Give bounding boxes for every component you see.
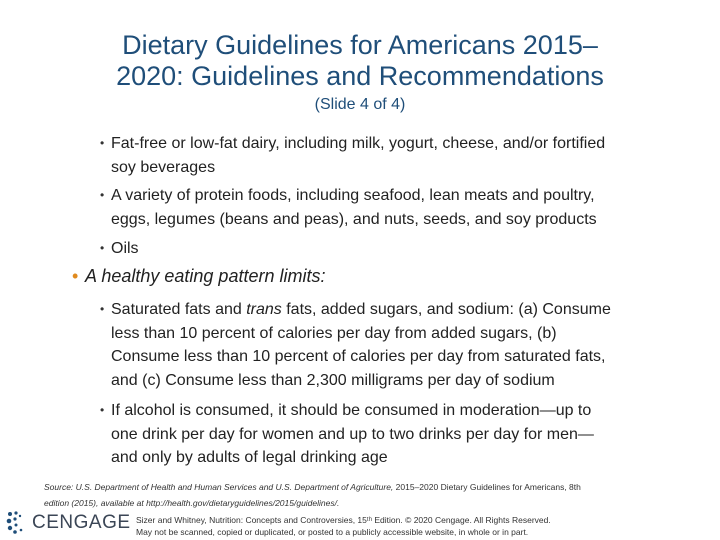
bullet-text-line: Oils (111, 240, 139, 257)
bullet-text-line: and only by adults of legal drinking age (111, 449, 388, 466)
bullet-text-line: less than 10 percent of calories per day… (111, 324, 557, 342)
bullet-limits-heading: • A healthy eating pattern limits: (72, 265, 685, 288)
bullet-dairy: • Fat-free or low-fat dairy, including m… (100, 132, 691, 179)
footer-line: May not be scanned, copied or duplicated… (136, 527, 529, 537)
bullet-text-line: one drink per day for women and up to tw… (111, 425, 594, 443)
footer-line: Sizer and Whitney, Nutrition: Concepts a… (136, 515, 551, 525)
bullet-dot-icon: • (100, 302, 105, 316)
bullet-text-line: If alcohol is consumed, it should be con… (111, 402, 592, 419)
bullet-text-line: Saturated fats and trans fats, added sug… (111, 298, 691, 322)
bullet-dot-icon: • (100, 188, 105, 202)
source-line: Source: U.S. Department of Health and Hu… (44, 479, 684, 495)
cengage-mark-icon (6, 511, 23, 534)
bullet-oils: • Oils (100, 237, 691, 261)
text-run: Saturated fats and (111, 301, 247, 318)
source-text: Source: U.S. Department of Health and Hu… (44, 482, 394, 492)
source-citation: Source: U.S. Department of Health and Hu… (44, 479, 684, 511)
bullet-text-line: A variety of protein foods, including se… (111, 187, 595, 204)
slide-title: Dietary Guidelines for Americans 2015– 2… (0, 30, 720, 92)
cengage-logo: CENGAGE (6, 508, 131, 538)
bullet-protein: • A variety of protein foods, including … (100, 184, 691, 231)
slide-subtitle: (Slide 4 of 4) (314, 96, 406, 113)
copyright-footer: Sizer and Whitney, Nutrition: Concepts a… (136, 514, 696, 538)
bullet-alcohol: • If alcohol is consumed, it should be c… (100, 399, 691, 470)
bullet-text-line: and (c) Consume less than 2,300 milligra… (111, 371, 555, 389)
text-run: fats, added sugars, and sodium: (a) Cons… (281, 301, 611, 318)
source-line: edition (2015), available at http://heal… (44, 498, 340, 508)
bullet-dot-icon: • (100, 136, 105, 150)
bullet-text-line: soy beverages (111, 158, 216, 176)
bullet-dot-icon: • (100, 241, 105, 255)
bullet-heading-text: A healthy eating pattern limits: (85, 266, 326, 286)
bullet-text-line: Fat-free or low-fat dairy, including mil… (111, 135, 606, 152)
logo-text: CENGAGE (32, 512, 131, 533)
bullet-dot-icon: • (100, 403, 105, 417)
bullet-text-line: Consume less than 10 percent of calories… (111, 348, 606, 365)
bullet-dot-orange-icon: • (72, 266, 79, 286)
slide-title-line2: 2020: Guidelines and Recommendations (116, 61, 604, 91)
bullet-saturated-fats: • Saturated fats and trans fats, added s… (100, 298, 691, 392)
bullet-text-line: eggs, legumes (beans and peas), and nuts… (111, 210, 597, 228)
slide-title-line1: Dietary Guidelines for Americans 2015– (122, 30, 598, 60)
source-book-title: 2015–2020 Dietary Guidelines for America… (393, 482, 581, 492)
text-run-italic: trans (246, 301, 282, 318)
